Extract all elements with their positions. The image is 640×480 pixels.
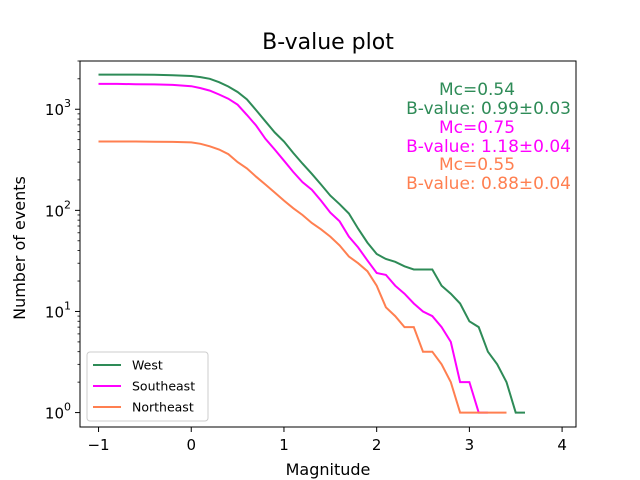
- y-tick-exponent: 2: [64, 198, 71, 211]
- annotation-text: B-value: 1.18±0.04: [406, 137, 571, 157]
- annotation-text: Mc=0.54: [439, 80, 515, 100]
- legend: West Southeast Northeast: [86, 351, 209, 422]
- annotation-text: Mc=0.55: [439, 155, 515, 175]
- y-tick-exponent: 3: [64, 97, 71, 110]
- x-tick-label: −1: [87, 436, 109, 454]
- chart-title: B-value plot: [262, 30, 394, 55]
- y-tick-exponent: 1: [64, 299, 71, 312]
- axes-layer: [79, 60, 577, 428]
- x-tick-label: 2: [372, 436, 382, 454]
- y-tick-label: 100: [45, 401, 71, 423]
- y-tick-base: 10: [45, 101, 64, 119]
- series-line-northeast: [98, 140, 507, 414]
- x-axis-title: Magnitude: [286, 460, 371, 479]
- annotation-text: B-value: 0.88±0.04: [406, 174, 571, 194]
- series-line-southeast: [98, 82, 488, 414]
- y-tick-base: 10: [45, 405, 64, 423]
- plot-frame: [79, 60, 577, 428]
- annotation-text: B-value: 0.99±0.03: [406, 99, 571, 119]
- y-tick-base: 10: [45, 202, 64, 220]
- y-tick-base: 10: [45, 303, 64, 321]
- x-tick-label: 1: [279, 436, 289, 454]
- legend-box: [86, 351, 209, 422]
- series-line-west: [98, 73, 525, 414]
- legend-label: Southeast: [132, 379, 195, 394]
- series-layer: [98, 73, 525, 414]
- y-tick-label: 101: [45, 299, 71, 321]
- x-tick-label: 3: [465, 436, 475, 454]
- annotation-text: Mc=0.75: [439, 118, 515, 138]
- legend-label: West: [132, 358, 163, 373]
- y-axis-title: Number of events: [10, 176, 29, 320]
- y-tick-label: 102: [45, 198, 71, 220]
- x-tick-label: 0: [186, 436, 196, 454]
- annotations-layer: Mc=0.54B-value: 0.99±0.03Mc=0.75B-value:…: [406, 80, 571, 194]
- y-tick-label: 103: [45, 97, 71, 119]
- y-tick-exponent: 0: [64, 401, 71, 414]
- x-tick-label: 4: [557, 436, 567, 454]
- legend-label: Northeast: [132, 400, 194, 415]
